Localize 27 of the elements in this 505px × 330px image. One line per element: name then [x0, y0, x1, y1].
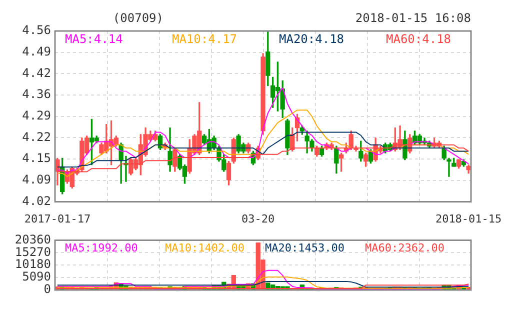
x-tick-label: 2017-01-17 [24, 212, 91, 226]
y-tick-label: 4.29 [22, 108, 51, 123]
y-tick-label: 4.22 [22, 130, 51, 144]
y-tick-label: 4.56 [22, 23, 51, 38]
text: 2018-01-15 16:08 [355, 11, 471, 26]
y-tick-label: 0 [44, 282, 51, 296]
y-tick-label: 4.02 [22, 194, 51, 208]
x-tick-label: 2018-01-15 [435, 212, 502, 226]
y-tick-label: 4.36 [22, 87, 51, 102]
text: MA10:4.17 [172, 32, 238, 46]
x-tick-label: 03-20 [242, 212, 275, 226]
text: MA20:4.18 [279, 32, 344, 46]
y-tick-label: 5090 [22, 270, 51, 284]
y-tick-label: 4.49 [22, 44, 51, 58]
text: MA5:1992.00 [65, 242, 138, 255]
y-tick-label: 20360 [14, 232, 51, 246]
text: MA60:2362.00 [365, 242, 444, 255]
y-tick-label: 10180 [14, 257, 51, 272]
text: MA60:4.18 [386, 32, 452, 46]
y-tick-label: 4.09 [22, 172, 51, 187]
y-tick-label: 4.42 [22, 66, 51, 80]
text: MA20:1453.00 [265, 242, 344, 255]
chart-title: (00709) [112, 11, 164, 26]
text: MA5:4.14 [65, 32, 123, 46]
text: MA10:1402.00 [165, 242, 244, 255]
y-tick-label: 15270 [14, 244, 51, 259]
y-tick-label: 4.15 [22, 151, 51, 166]
